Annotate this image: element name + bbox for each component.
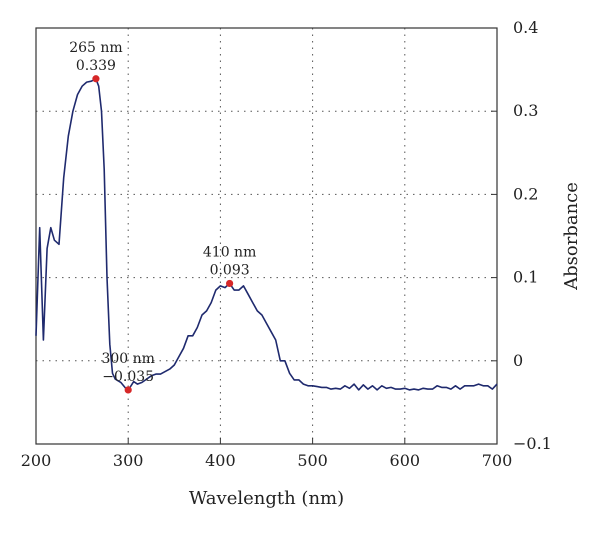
y-tick-label-2: 0.1 <box>513 268 538 287</box>
y-axis-ticks: −0.1 0 0.1 0.2 0.3 0.4 <box>491 18 552 453</box>
annotation-value-0: 0.339 <box>76 58 116 74</box>
y-tick-label-0: −0.1 <box>513 434 552 453</box>
absorbance-series-line <box>35 78 498 391</box>
annotation-value-2: 0.093 <box>210 262 250 278</box>
grid-lines <box>36 28 497 444</box>
x-axis-label: Wavelength (nm) <box>189 488 344 509</box>
plot-frame <box>35 27 498 445</box>
peak-marker-1 <box>124 386 132 394</box>
x-tick-label-1: 300 <box>113 451 144 470</box>
annotation-wavelength-1: 300 nm <box>101 351 154 367</box>
x-tick-label-3: 500 <box>297 451 328 470</box>
x-tick-label-2: 400 <box>205 451 236 470</box>
annotation-wavelength-0: 265 nm <box>69 40 122 56</box>
y-tick-label-5: 0.4 <box>513 18 538 37</box>
y-tick-label-4: 0.3 <box>513 101 538 120</box>
y-tick-label-1: 0 <box>513 351 523 370</box>
peak-marker-2 <box>226 279 234 288</box>
annotation-value-1: −0.035 <box>102 369 154 385</box>
peak-annotations: 265 nm 0.339 300 nm −0.035 410 nm 0.093 <box>69 40 256 394</box>
x-tick-label-4: 600 <box>390 451 421 470</box>
x-axis-ticks: 200 300 400 500 600 700 <box>21 438 513 470</box>
x-tick-label-0: 200 <box>21 451 52 470</box>
annotation-wavelength-2: 410 nm <box>203 244 256 260</box>
x-tick-label-5: 700 <box>482 451 513 470</box>
peak-marker-0 <box>92 75 100 83</box>
y-axis-label: Absorbance <box>561 182 582 291</box>
y-tick-label-3: 0.2 <box>513 184 538 203</box>
